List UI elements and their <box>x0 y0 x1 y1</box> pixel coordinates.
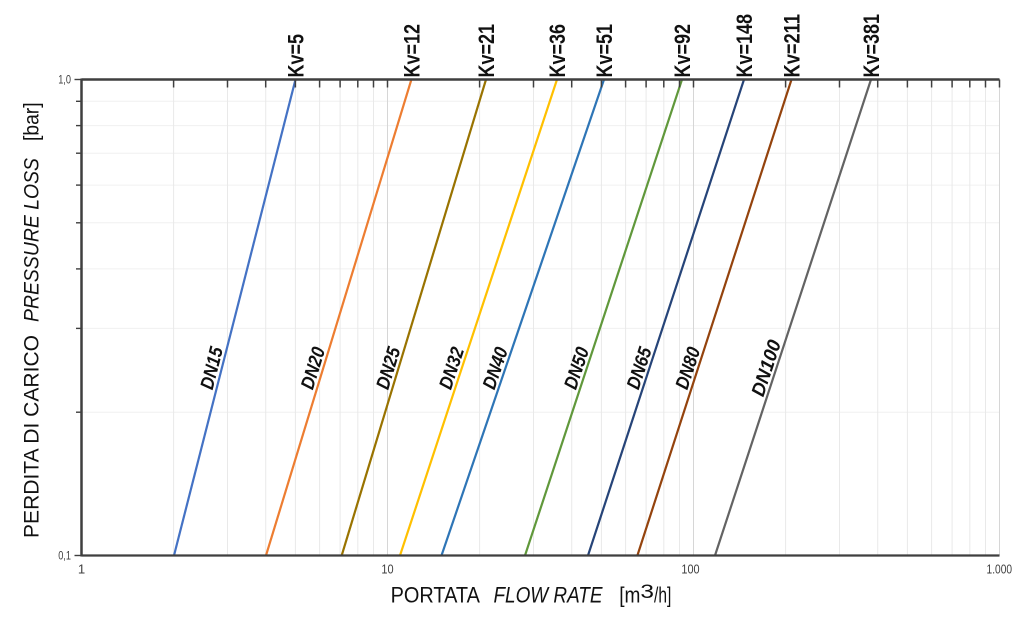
svg-text:Kv=51: Kv=51 <box>592 24 617 78</box>
svg-text:Kv=21: Kv=21 <box>474 24 499 78</box>
svg-text:Kv=211: Kv=211 <box>780 14 805 78</box>
svg-text:0,1: 0,1 <box>58 550 71 562</box>
svg-text:1,0: 1,0 <box>58 74 71 86</box>
svg-text:Kv=36: Kv=36 <box>545 24 570 78</box>
svg-text:PORTATA: PORTATA <box>391 583 481 608</box>
svg-text:PRESSURE LOSS: PRESSURE LOSS <box>21 158 44 322</box>
svg-text:1.000: 1.000 <box>987 562 1013 577</box>
svg-text:3: 3 <box>640 582 654 603</box>
svg-text:PERDITA DI CARICO: PERDITA DI CARICO <box>21 335 44 538</box>
svg-text:Kv=381: Kv=381 <box>859 14 884 78</box>
svg-text:10: 10 <box>381 562 393 577</box>
svg-text:Kv=12: Kv=12 <box>399 24 424 78</box>
svg-text:Kv=92: Kv=92 <box>670 24 695 78</box>
svg-text:[bar]: [bar] <box>21 102 44 141</box>
svg-text:[m: [m <box>619 583 640 608</box>
svg-text:Kv=5: Kv=5 <box>284 34 309 78</box>
svg-text:/h]: /h] <box>654 583 671 608</box>
svg-text:FLOW RATE: FLOW RATE <box>494 583 603 608</box>
svg-text:1: 1 <box>78 562 85 577</box>
svg-text:Kv=148: Kv=148 <box>732 14 757 78</box>
svg-text:100: 100 <box>681 562 699 577</box>
